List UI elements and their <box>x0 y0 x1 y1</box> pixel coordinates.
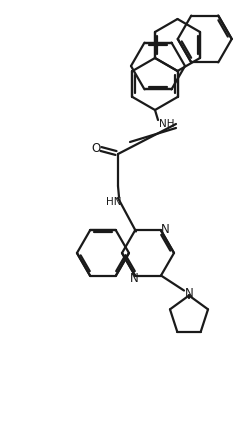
Text: O: O <box>92 142 100 154</box>
Text: N: N <box>160 223 170 236</box>
Text: N: N <box>184 287 194 300</box>
Text: HN: HN <box>106 197 122 207</box>
Text: NH: NH <box>159 119 175 129</box>
Text: N: N <box>130 272 138 285</box>
